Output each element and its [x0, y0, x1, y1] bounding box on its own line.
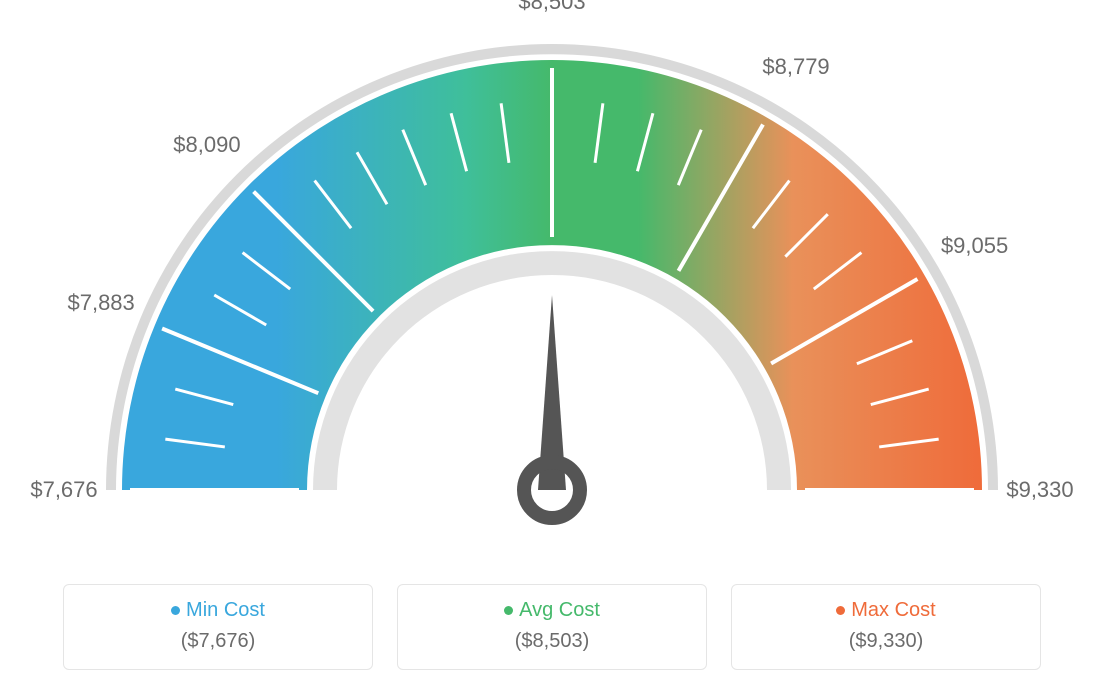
legend-card-min: Min Cost ($7,676)	[63, 584, 373, 670]
gauge-tick-label: $8,090	[173, 132, 240, 158]
gauge-tick-label: $9,330	[1006, 477, 1073, 503]
gauge-svg	[0, 0, 1104, 560]
gauge-tick-label: $9,055	[941, 233, 1008, 259]
legend-value-avg: ($8,503)	[398, 630, 706, 653]
legend-bullet-max	[836, 606, 845, 615]
legend-card-max: Max Cost ($9,330)	[731, 584, 1041, 670]
legend-title-avg-text: Avg Cost	[519, 599, 600, 621]
legend-bullet-avg	[504, 606, 513, 615]
gauge-chart: $7,676 $7,883 $8,090 $8,503 $8,779 $9,055 $9,3…	[0, 0, 1104, 560]
legend-title-max: Max Cost	[732, 599, 1040, 622]
legend-title-max-text: Max Cost	[851, 599, 935, 621]
legend-title-min-text: Min Cost	[186, 599, 265, 621]
legend-row: Min Cost ($7,676) Avg Cost ($8,503) Max …	[0, 584, 1104, 670]
gauge-tick-label: $8,503	[518, 0, 585, 15]
gauge-tick-label: $8,779	[762, 54, 829, 80]
legend-value-min: ($7,676)	[64, 630, 372, 653]
gauge-tick-label: $7,883	[67, 290, 134, 316]
legend-card-avg: Avg Cost ($8,503)	[397, 584, 707, 670]
legend-value-max: ($9,330)	[732, 630, 1040, 653]
gauge-tick-label: $7,676	[30, 477, 97, 503]
legend-bullet-min	[171, 606, 180, 615]
legend-title-min: Min Cost	[64, 599, 372, 622]
legend-title-avg: Avg Cost	[398, 599, 706, 622]
